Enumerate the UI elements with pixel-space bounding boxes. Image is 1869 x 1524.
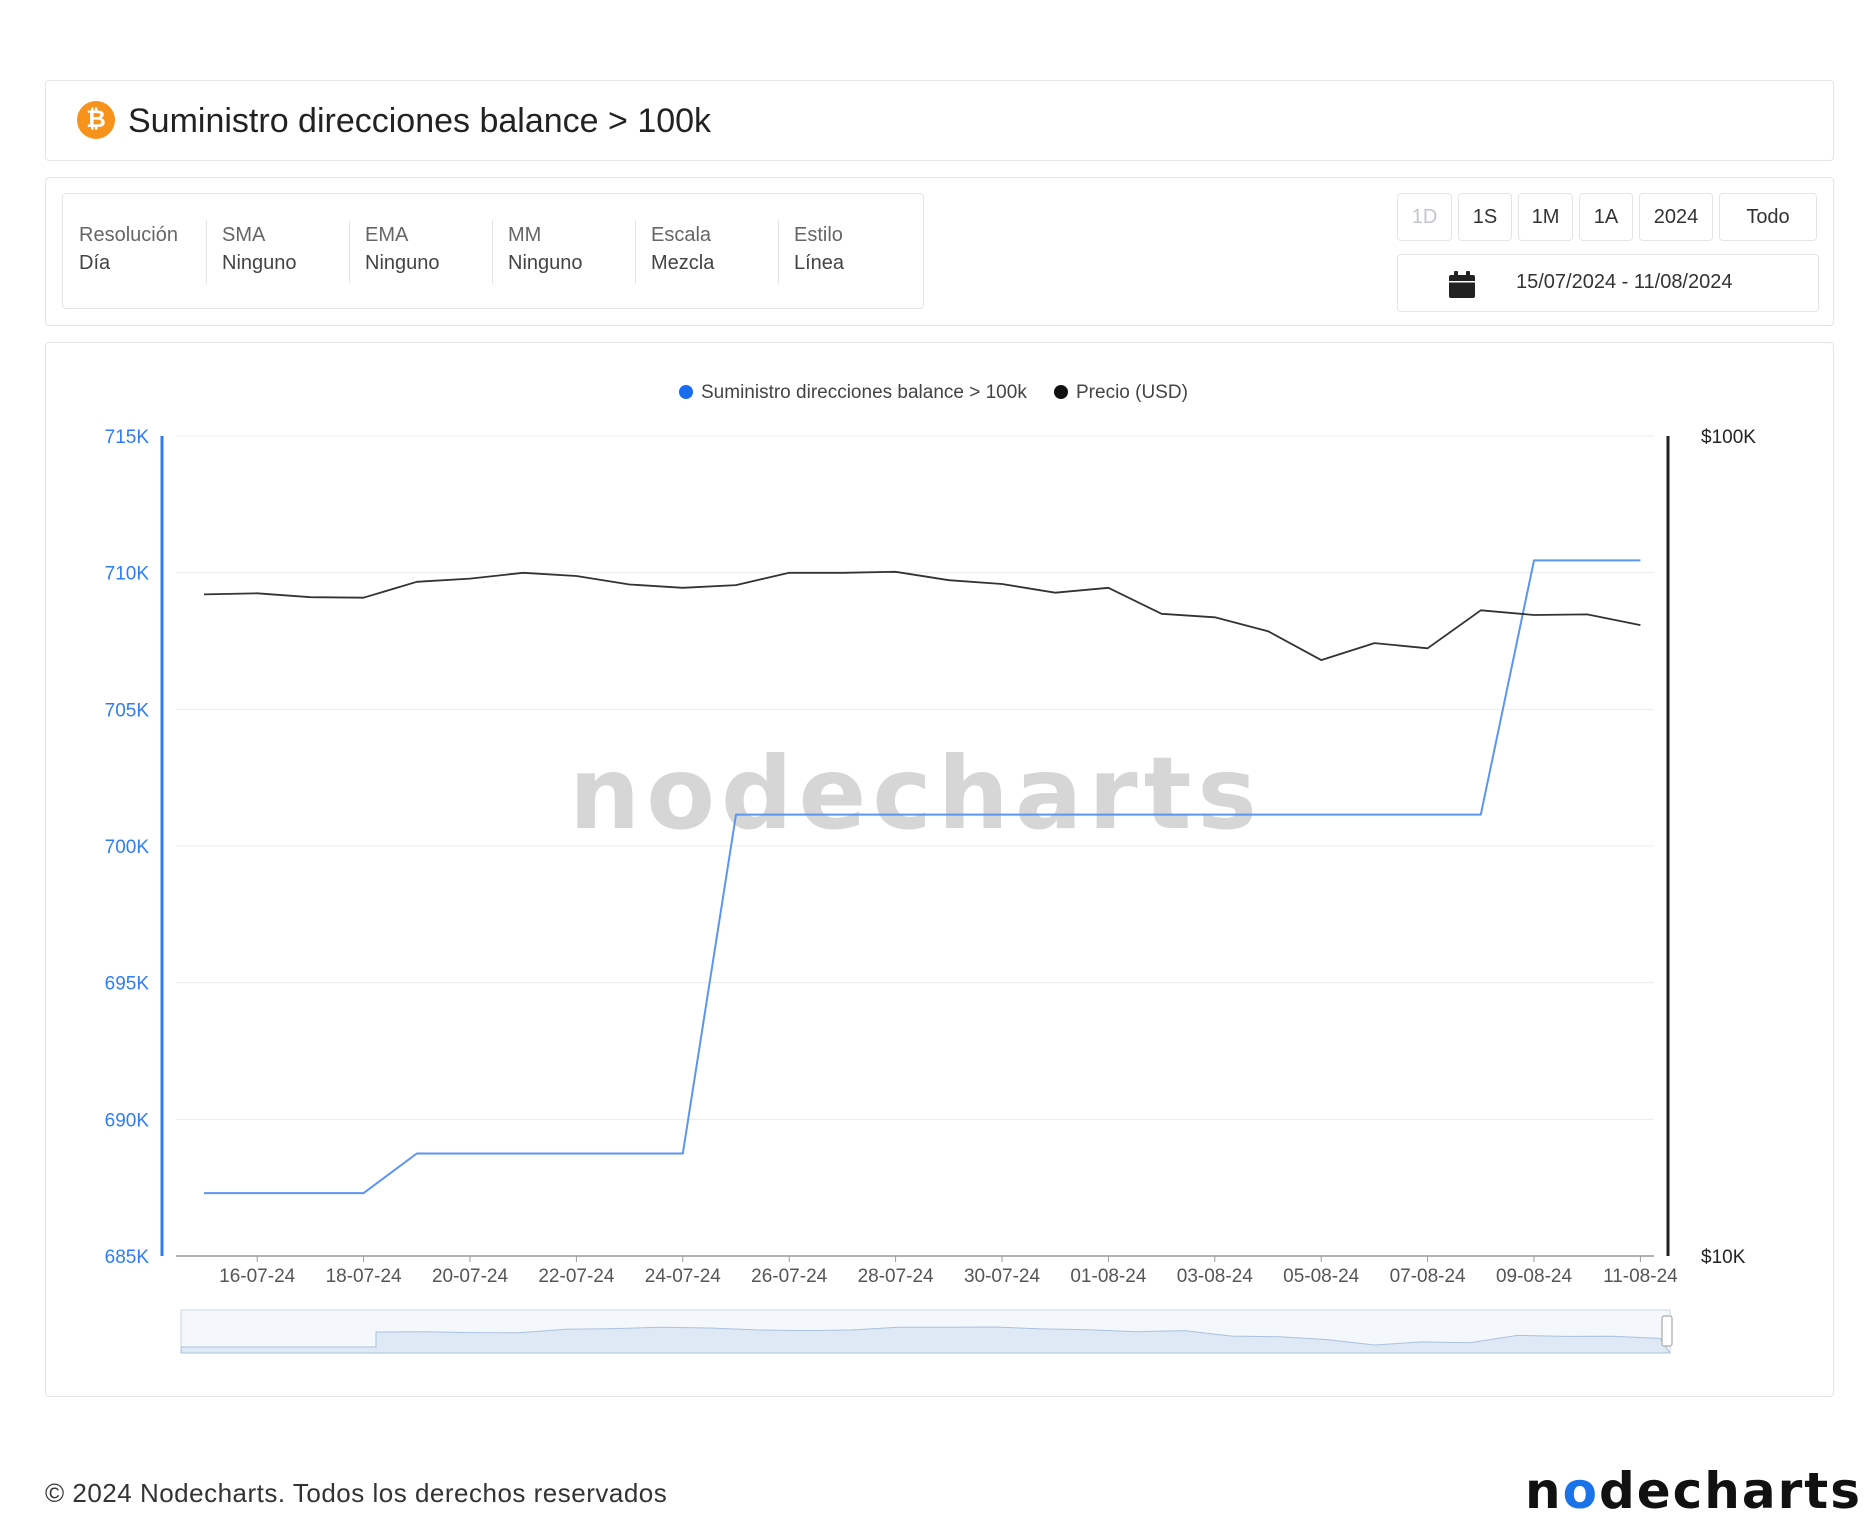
setting-value: Día [79, 252, 111, 274]
legend-label: Precio (USD) [1076, 382, 1188, 403]
setting-value: Línea [794, 252, 845, 274]
x-tick-label: 22-07-24 [538, 1266, 614, 1287]
setting-value: Mezcla [651, 252, 715, 274]
y-left-tick-label: 695K [105, 974, 150, 995]
y-left-tick-label: 715K [105, 427, 150, 448]
range-button-1s[interactable]: 1S [1458, 193, 1512, 241]
setting-value: Ninguno [508, 252, 583, 274]
footer-logo-part: n [1525, 1462, 1563, 1520]
x-tick-label: 18-07-24 [326, 1266, 402, 1287]
x-tick-label: 01-08-24 [1070, 1266, 1146, 1287]
setting-label: Resolución [79, 224, 178, 246]
range-buttons: 1D 1S 1M 1A 2024 Todo [1397, 193, 1823, 241]
chart-svg: nodecharts 685K 690K 695K 700K 705K 710K 715K $1… [105, 382, 1756, 1354]
setting-label: MM [508, 224, 542, 246]
x-tick-label: 16-07-24 [219, 1266, 295, 1287]
setting-style[interactable]: Estilo Línea [778, 194, 921, 308]
range-button-1a[interactable]: 1A [1579, 193, 1633, 241]
x-tick-label: 30-07-24 [964, 1266, 1040, 1287]
date-range-picker[interactable]: 15/07/2024 - 11/08/2024 [1397, 254, 1819, 312]
footer-logo-o: o [1562, 1462, 1599, 1520]
setting-ema[interactable]: EMA Ninguno [349, 194, 492, 308]
footer-copyright: © 2024 Nodecharts. Todos los derechos re… [45, 1478, 668, 1508]
y-left-tick-label: 710K [105, 564, 150, 585]
footer-logo-part: decharts [1598, 1462, 1862, 1520]
x-tick-label: 07-08-24 [1390, 1266, 1466, 1287]
setting-sma[interactable]: SMA Ninguno [206, 194, 349, 308]
range-button-2024[interactable]: 2024 [1639, 193, 1713, 241]
title-panel: ₿ Suministro direcciones balance > 100k [45, 80, 1834, 161]
setting-label: Estilo [794, 224, 843, 246]
y-left-tick-label: 700K [105, 837, 150, 858]
x-tick-label: 24-07-24 [645, 1266, 721, 1287]
y-left-tick-label: 705K [105, 700, 150, 721]
footer-logo: nodecharts [1525, 1462, 1862, 1520]
x-tick-label: 05-08-24 [1283, 1266, 1359, 1287]
navigator-series [180, 1326, 1671, 1354]
y-left-tick-label: 685K [105, 1247, 150, 1268]
chart-panel: nodecharts 685K 690K 695K 700K 705K 710K 715K $1… [45, 342, 1834, 1397]
setting-resolution[interactable]: Resolución Día [63, 194, 206, 308]
legend-marker [679, 385, 693, 399]
y-right-tick-label: $100K [1701, 427, 1756, 448]
setting-mm[interactable]: MM Ninguno [492, 194, 635, 308]
controls-panel: Resolución Día SMA Ninguno EMA Ninguno M… [45, 177, 1834, 326]
range-button-1m[interactable]: 1M [1518, 193, 1573, 241]
setting-value: Ninguno [365, 252, 440, 274]
series-line-supply [204, 559, 1641, 1195]
x-tick-label: 26-07-24 [751, 1266, 827, 1287]
y-right-tick-label: $10K [1701, 1247, 1746, 1268]
series-line-price [203, 570, 1641, 662]
bitcoin-icon: ₿ [77, 101, 115, 139]
legend-marker [1054, 385, 1068, 399]
x-tick-label: 28-07-24 [858, 1266, 934, 1287]
watermark: nodecharts [569, 735, 1263, 852]
y-left-tick-label: 690K [105, 1110, 150, 1131]
x-tick-label: 09-08-24 [1496, 1266, 1572, 1287]
setting-scale[interactable]: Escala Mezcla [635, 194, 778, 308]
x-tick-label: 20-07-24 [432, 1266, 508, 1287]
range-button-1d[interactable]: 1D [1397, 193, 1452, 241]
date-range-text: 15/07/2024 - 11/08/2024 [1516, 271, 1733, 293]
setting-label: EMA [365, 224, 409, 246]
chart-settings: Resolución Día SMA Ninguno EMA Ninguno M… [62, 193, 924, 309]
setting-label: SMA [222, 224, 266, 246]
x-tick-label: 03-08-24 [1177, 1266, 1253, 1287]
navigator-handle [1661, 1315, 1673, 1347]
setting-value: Ninguno [222, 252, 297, 274]
legend-label: Suministro direcciones balance > 100k [701, 382, 1027, 403]
calendar-icon [1449, 271, 1475, 298]
page-title: Suministro direcciones balance > 100k [128, 102, 712, 140]
setting-label: Escala [651, 224, 712, 246]
x-tick-label: 11-08-24 [1603, 1266, 1678, 1287]
range-button-todo[interactable]: Todo [1719, 193, 1817, 241]
